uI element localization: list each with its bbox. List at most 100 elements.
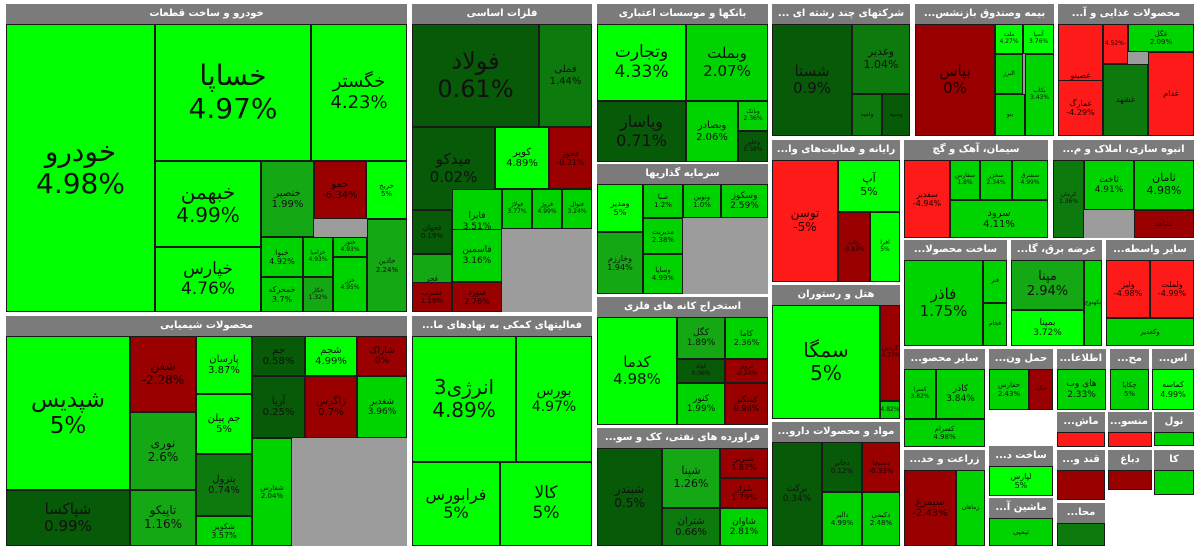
sector-title[interactable]: هتل و رستوران — [772, 285, 900, 305]
stock-tile[interactable]: لپارس 5% — [989, 466, 1053, 496]
stock-tile[interactable]: انرژی3 4.89% — [412, 336, 516, 462]
stock-tile[interactable]: برکت 0.34% — [772, 442, 822, 546]
stock-tile[interactable]: ثامان 4.98% — [1134, 160, 1194, 210]
stock-tile[interactable]: وبملت 2.07% — [686, 24, 768, 101]
stock-tile[interactable]: وبصادر 2.06% — [686, 101, 738, 162]
sector-title[interactable]: ماشین آ... — [989, 498, 1053, 518]
stock-tile[interactable]: خریخ 5% — [366, 161, 407, 219]
stock-tile[interactable]: سمگا 5% — [772, 305, 880, 419]
stock-tile[interactable]: گردش -4.77% — [880, 305, 900, 401]
stock-tile[interactable]: غگل 2.09% — [1128, 24, 1194, 52]
stock-tile[interactable]: شراز 1.79% — [720, 478, 768, 508]
stock-tile[interactable]: خبوا 4.92% — [261, 237, 303, 277]
stock-tile[interactable]: چکاپا 5% — [1110, 369, 1149, 410]
stock-tile[interactable]: شبندر 0.5% — [597, 448, 662, 546]
sector-title[interactable]: بیمه وصندوق بازنشس... — [915, 4, 1054, 24]
stock-tile[interactable]: حفارس 2.43% — [989, 369, 1029, 410]
stock-tile[interactable]: خمو -6.34% — [314, 161, 366, 219]
stock-tile[interactable]: فملی 1.44% — [539, 24, 592, 127]
stock-tile[interactable]: خمحرکه 3.7% — [261, 277, 303, 312]
stock-tile[interactable]: شفن -2.28% — [130, 336, 196, 412]
stock-tile[interactable]: کسرام 4.98% — [904, 419, 985, 447]
stock-tile[interactable] — [1108, 470, 1152, 490]
stock-tile[interactable]: خاذین 2.24% — [367, 219, 407, 312]
stock-tile[interactable]: سفدیر -4.94% — [904, 160, 950, 238]
stock-tile[interactable]: شکویر 3.57% — [196, 516, 252, 546]
stock-tile[interactable]: ومدیر 5% — [597, 184, 643, 232]
stock-tile[interactable]: فنورد 2.76% — [452, 282, 502, 312]
stock-tile[interactable]: فولاژ 3.77% — [502, 189, 532, 229]
stock-tile[interactable]: ولملت -4.99% — [1150, 260, 1194, 318]
stock-tile[interactable] — [1154, 432, 1194, 446]
stock-tile[interactable]: شاراک 0% — [357, 336, 407, 376]
stock-tile[interactable]: 4.82% — [880, 401, 900, 419]
sector-title[interactable]: محصولات شیمیایی — [6, 316, 407, 336]
stock-tile[interactable]: وساپا 4.99% — [643, 254, 683, 294]
stock-tile[interactable]: شفارس 2.04% — [252, 438, 292, 546]
stock-tile[interactable]: رتاپ -3.83% — [838, 212, 870, 282]
stock-tile[interactable]: غشهد — [1103, 64, 1148, 136]
stock-tile[interactable]: خکار 1.32% — [303, 277, 333, 312]
sector-title[interactable]: مواد و محصولات دارو... — [772, 422, 900, 442]
stock-tile[interactable] — [1057, 432, 1105, 447]
stock-tile[interactable]: بکهنوج — [1084, 260, 1102, 346]
stock-tile[interactable]: شپدیس 5% — [6, 336, 130, 490]
stock-tile[interactable]: های وب 2.33% — [1057, 369, 1106, 410]
stock-tile[interactable]: توسن -5% — [772, 160, 838, 282]
stock-tile[interactable]: وبانک 2.36% — [738, 101, 768, 131]
sector-title[interactable]: قند و... — [1057, 450, 1105, 470]
stock-tile[interactable]: فسرب 1.18% — [412, 282, 452, 312]
stock-tile[interactable]: -4.52% — [1103, 24, 1128, 64]
sector-title[interactable]: فراورده های نفتی، کک و سو... — [597, 428, 768, 448]
sector-title[interactable]: شرکتهای چند رشته ای ... — [772, 4, 910, 24]
stock-tile[interactable]: خساپا 4.97% — [155, 24, 311, 161]
sector-title[interactable]: اطلاعا... — [1057, 349, 1106, 369]
stock-tile[interactable]: کرمان 1.36% — [1053, 160, 1084, 238]
stock-tile[interactable]: خبهمن 4.99% — [155, 161, 261, 247]
stock-tile[interactable] — [1057, 523, 1105, 546]
stock-tile[interactable]: فرابورس 5% — [412, 462, 500, 546]
sector-title[interactable]: محا... — [1057, 503, 1105, 523]
stock-tile[interactable]: کالا 5% — [500, 462, 592, 546]
stock-tile[interactable]: کدما 4.98% — [597, 317, 677, 425]
stock-tile[interactable]: ملت 4.27% — [995, 24, 1023, 54]
stock-tile[interactable]: خزامیا 4.93% — [303, 237, 333, 277]
sector-title[interactable]: اس... — [1152, 349, 1194, 369]
stock-tile[interactable]: فجهان 0.19% — [412, 210, 452, 254]
stock-tile[interactable]: پترول 0.74% — [196, 454, 252, 516]
stock-tile[interactable]: وخاور 0.38% — [738, 131, 768, 162]
stock-tile[interactable]: خزر 4.95% — [333, 257, 367, 312]
sector-title[interactable]: سرمایه گذاریها — [597, 164, 768, 184]
stock-tile[interactable]: آسیا 3.76% — [1023, 24, 1054, 54]
stock-tile[interactable]: شجم 4.99% — [305, 336, 357, 376]
sector-title[interactable]: فلزات اساسی — [412, 4, 592, 24]
stock-tile[interactable]: وپاسار 0.71% — [597, 101, 686, 162]
stock-tile[interactable]: سفارس 1.8% — [950, 160, 980, 200]
stock-tile[interactable]: وتجارت 4.33% — [597, 24, 686, 101]
stock-tile[interactable]: وخارزم 1.94% — [597, 232, 643, 294]
stock-tile[interactable]: بپاس 0% — [915, 24, 995, 136]
stock-tile[interactable]: فنر — [983, 260, 1007, 303]
sector-title[interactable]: ساخت د... — [989, 446, 1053, 466]
stock-tile[interactable]: کماسه 4.99% — [1152, 369, 1194, 410]
stock-tile[interactable]: البرز — [995, 54, 1023, 94]
stock-tile[interactable]: وسپه — [882, 94, 910, 136]
stock-tile[interactable]: وامید — [852, 94, 882, 136]
stock-tile[interactable]: شبریز 1.87% — [720, 448, 768, 478]
stock-tile[interactable]: فجام — [983, 303, 1007, 346]
stock-tile[interactable]: حتاید — [1029, 369, 1053, 410]
stock-tile[interactable]: دجابر 0.12% — [822, 442, 862, 492]
stock-tile[interactable]: دسبحا -0.33% — [862, 442, 900, 492]
sector-title[interactable]: بانکها و موسسات اعتباری — [597, 4, 768, 24]
stock-tile[interactable]: تاپیکو 1.16% — [130, 490, 196, 546]
stock-tile[interactable]: بمپنا 3.72% — [1011, 310, 1084, 346]
sector-title[interactable]: مح... — [1110, 349, 1149, 369]
stock-tile[interactable]: کسرا 3.82% — [904, 369, 936, 419]
stock-tile[interactable]: دالبر 4.99% — [822, 492, 862, 546]
stock-tile[interactable] — [1057, 470, 1105, 500]
stock-tile[interactable]: کویر 4.89% — [495, 127, 549, 189]
sector-title[interactable]: منسو... — [1108, 412, 1152, 432]
stock-tile[interactable]: غدام — [1148, 52, 1194, 136]
sector-title[interactable]: استخراج کانه های فلزی — [597, 297, 768, 317]
sector-title[interactable]: حمل ون... — [989, 349, 1053, 369]
